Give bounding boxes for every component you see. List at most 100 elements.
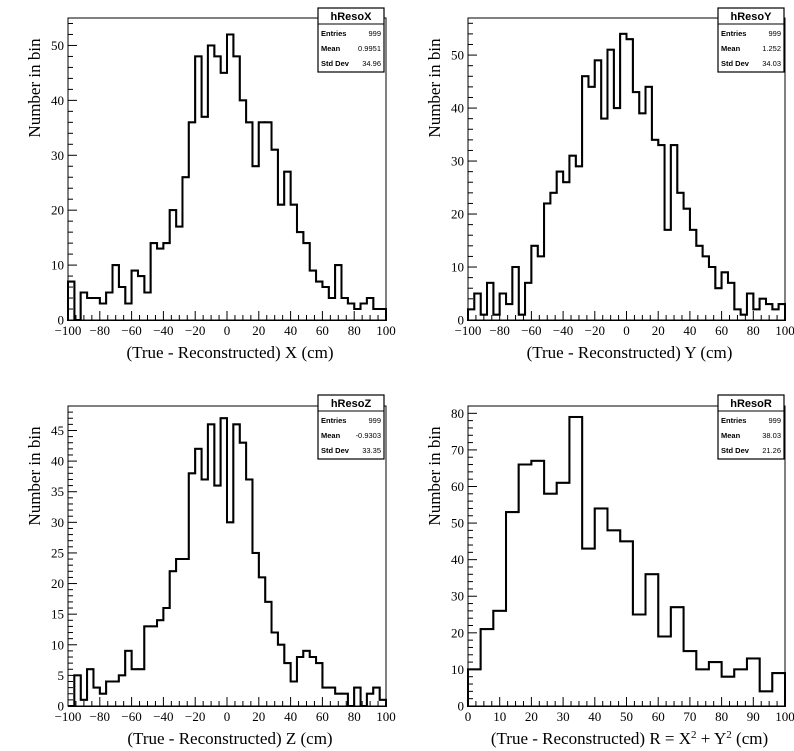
stats-box-frame	[317, 7, 385, 73]
y-tick-label: 45	[51, 423, 64, 438]
stats-box-frame	[317, 394, 385, 460]
stats-value: 34.96	[362, 59, 381, 68]
y-tick-label: 20	[51, 576, 64, 591]
x-tick-label: −100	[455, 323, 482, 338]
stats-value: -0.9303	[356, 431, 381, 440]
x-tick-label: 60	[316, 323, 329, 338]
y-tick-label: 20	[451, 625, 464, 640]
y-axis-label: Number in bin	[425, 426, 444, 526]
y-tick-label: 50	[451, 516, 464, 531]
x-tick-label: 40	[284, 323, 297, 338]
histogram-panel-3: −100 −80 −60 −40 −20 0 20 40 60 80 100 0 5 10 15 20 25 30…	[25, 394, 396, 748]
x-axis-label: (True - Reconstructed) Z (cm)	[127, 729, 332, 748]
x-tick-label: 0	[623, 323, 630, 338]
y-tick-label: 30	[451, 154, 464, 169]
x-tick-label: 40	[284, 709, 297, 724]
stats-box-frame	[717, 394, 785, 460]
x-tick-label: 20	[252, 323, 265, 338]
histogram-outline	[68, 417, 387, 707]
stats-label: Std Dev	[321, 446, 350, 455]
stats-label: Mean	[321, 44, 341, 53]
x-tick-label: 40	[683, 323, 696, 338]
x-tick-label: 80	[348, 323, 361, 338]
y-tick-label: 50	[51, 38, 64, 53]
x-tick-label: −60	[121, 709, 141, 724]
y-tick-label: 40	[451, 552, 464, 567]
x-tick-label: 100	[775, 323, 794, 338]
x-tick-label: 80	[348, 709, 361, 724]
stats-value: 999	[768, 29, 781, 38]
y-tick-label: 15	[51, 607, 64, 622]
x-tick-label: −80	[490, 323, 510, 338]
x-tick-label: 40	[588, 709, 601, 724]
stats-label: Std Dev	[721, 59, 750, 68]
x-tick-label: −20	[185, 709, 205, 724]
x-tick-label: 0	[224, 323, 231, 338]
stats-value: 21.26	[762, 446, 781, 455]
y-tick-label: 30	[51, 148, 64, 163]
histogram-outline	[467, 415, 786, 706]
x-tick-label: −100	[55, 323, 82, 338]
stats-box-frame	[717, 7, 785, 73]
y-tick-label: 10	[451, 662, 464, 677]
x-tick-label: 20	[525, 709, 538, 724]
y-tick-label: 30	[51, 515, 64, 530]
x-tick-label: 20	[652, 323, 665, 338]
stats-value: 999	[368, 416, 381, 425]
stats-label: Mean	[721, 431, 741, 440]
x-tick-label: −80	[90, 709, 110, 724]
x-tick-label: −80	[90, 323, 110, 338]
x-tick-label: −60	[521, 323, 541, 338]
x-tick-label: 0	[224, 709, 231, 724]
stats-label: Mean	[321, 431, 341, 440]
y-axis-label: Number in bin	[425, 38, 444, 138]
y-axis-label: Number in bin	[25, 38, 44, 138]
x-tick-label: 0	[465, 709, 472, 724]
x-tick-label: −20	[185, 323, 205, 338]
y-axis-label: Number in bin	[25, 426, 44, 526]
stats-label: Entries	[321, 29, 346, 38]
x-tick-label: −60	[121, 323, 141, 338]
stats-label: Mean	[721, 44, 741, 53]
y-tick-label: 25	[51, 545, 64, 560]
stats-label: Std Dev	[321, 59, 350, 68]
x-tick-label: 80	[715, 709, 728, 724]
stats-box: hResoR Entries 999 Mean 38.03 Std Dev 21.26	[717, 394, 785, 460]
x-tick-label: 50	[620, 709, 633, 724]
y-tick-label: 70	[451, 442, 464, 457]
x-tick-label: 20	[252, 709, 265, 724]
histogram-panel-2: −100 −80 −60 −40 −20 0 20 40 60 80 100 0 10 20 30 40 50 (…	[425, 7, 794, 362]
y-tick-label: 10	[51, 637, 64, 652]
histogram-outline	[67, 33, 387, 321]
y-tick-label: 0	[458, 313, 465, 328]
y-tick-label: 60	[451, 479, 464, 494]
y-tick-label: 35	[51, 484, 64, 499]
x-tick-label: 30	[557, 709, 570, 724]
stats-value: 34.03	[762, 59, 781, 68]
stats-value: 0.9951	[358, 44, 381, 53]
x-axis-label: (True - Reconstructed) Y (cm)	[527, 343, 733, 362]
stats-box: hResoZ Entries 999 Mean -0.9303 Std Dev 33.35	[317, 394, 385, 460]
stats-box: hResoX Entries 999 Mean 0.9951 Std Dev 34.96	[317, 7, 385, 73]
x-tick-label: 70	[683, 709, 696, 724]
x-tick-label: 10	[493, 709, 506, 724]
stats-value: 33.35	[362, 446, 381, 455]
x-tick-label: 60	[715, 323, 728, 338]
y-tick-label: 80	[451, 406, 464, 421]
y-tick-label: 30	[451, 589, 464, 604]
x-tick-label: −40	[553, 323, 573, 338]
x-tick-label: 100	[376, 709, 396, 724]
y-tick-label: 0	[458, 699, 465, 714]
y-tick-label: 20	[51, 203, 64, 218]
stats-title: hResoZ	[331, 398, 372, 410]
x-tick-label: 90	[747, 709, 760, 724]
x-tick-label: −40	[153, 709, 173, 724]
x-tick-label: 100	[376, 323, 396, 338]
x-tick-label: 100	[775, 709, 794, 724]
stats-value: 999	[768, 416, 781, 425]
y-tick-label: 20	[451, 207, 464, 222]
histogram-panel-1: −100 −80 −60 −40 −20 0 20 40 60 80 100 0 10 20 30 40 50 (…	[25, 7, 396, 362]
stats-label: Entries	[721, 416, 746, 425]
stats-title: hResoX	[331, 11, 373, 23]
